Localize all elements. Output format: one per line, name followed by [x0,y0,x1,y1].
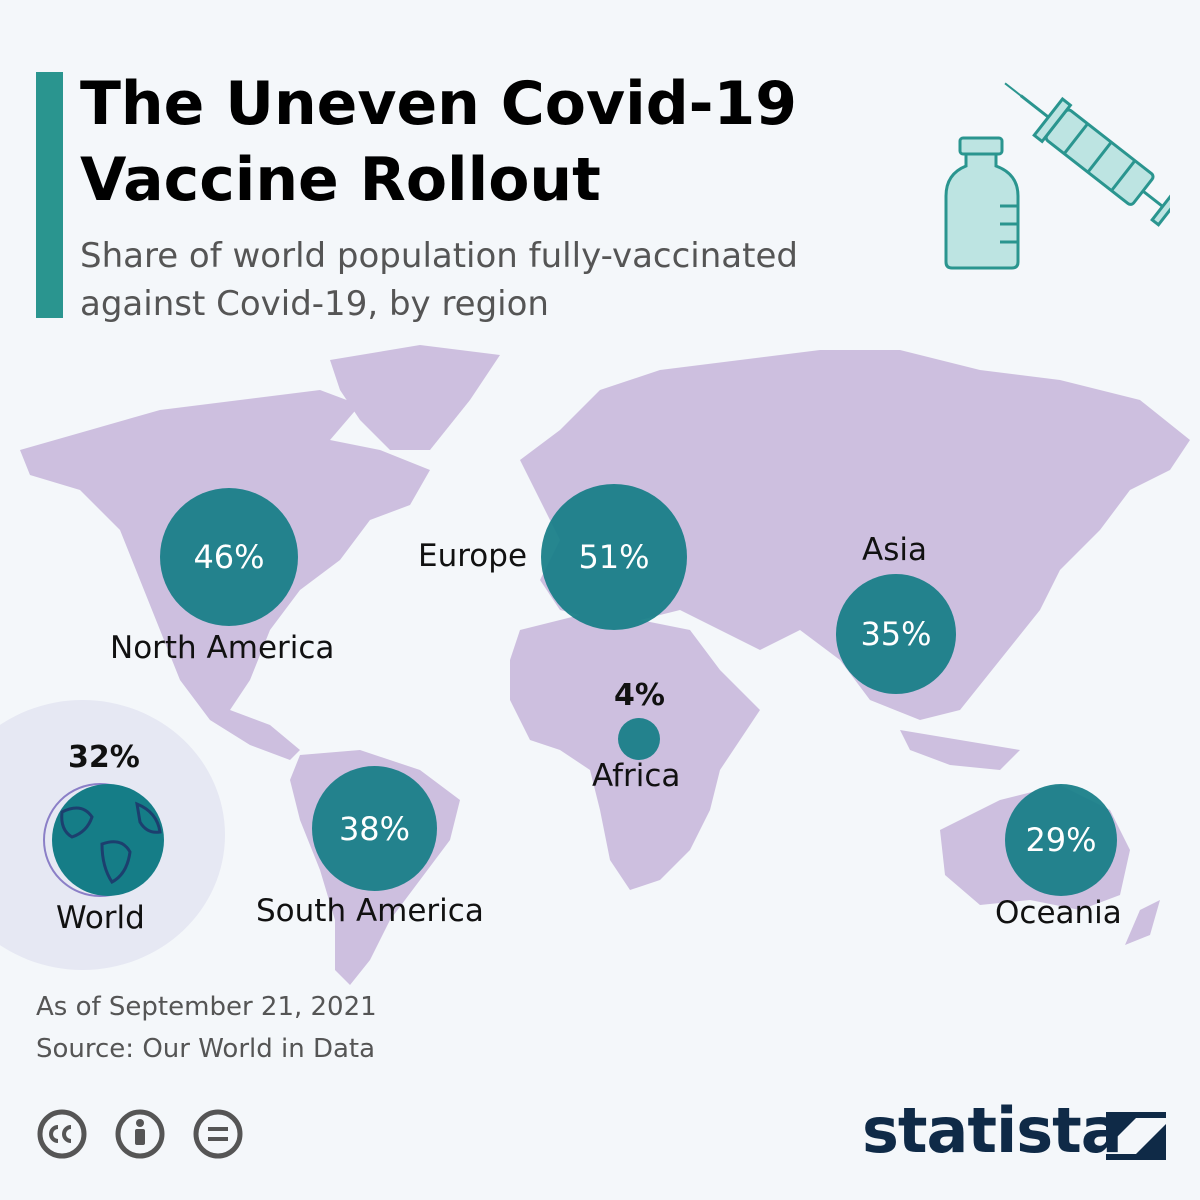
europe-label: Europe [418,538,528,574]
page-subtitle: Share of world population fully-vaccinat… [80,236,798,324]
by-icon[interactable] [115,1109,165,1159]
greenland-land [330,345,500,450]
date-note: As of September 21, 2021 [36,992,377,1022]
statista-brand[interactable]: statista [862,1094,1172,1172]
globe-icon [43,783,164,897]
vaccine-illustration [944,82,1170,270]
asia-value: 35% [860,615,932,653]
license-badges [37,1109,243,1159]
page-title: The Uneven Covid-19 Vaccine Rollout [80,69,798,215]
south-america-label: South America [256,893,484,929]
vial-icon [944,136,1020,270]
asia-label: Asia [862,532,927,568]
north-america-bubble: 46% [160,488,298,626]
oceania-bubble: 29% [1005,784,1117,896]
nd-icon[interactable] [193,1109,243,1159]
north-america-value: 46% [193,538,265,576]
oceania-label: Oceania [995,895,1122,931]
south-america-value: 38% [338,809,411,848]
new-zealand-land [1125,900,1160,945]
syringe-icon [1004,82,1170,227]
cc-icon[interactable] [37,1109,87,1159]
africa-value: 4% [614,678,665,713]
asia-bubble: 35% [836,574,956,694]
eurasia-land [520,350,1190,720]
north-america-label: North America [110,630,335,666]
oceania-value: 29% [1025,821,1097,859]
africa-label: Africa [592,758,681,794]
statista-logo-icon [1106,1112,1166,1160]
brand-wordmark: statista [862,1094,1123,1167]
europe-value: 51% [578,538,650,576]
africa-bubble [618,718,660,760]
source-note: Source: Our World in Data [36,1034,376,1064]
title-accent-bar [36,72,63,318]
southeast-asia-land [900,730,1020,770]
europe-bubble: 51% [541,484,687,630]
world-value: 32% [68,740,140,775]
world-label: World [56,900,145,936]
south-america-bubble: 38% [312,766,437,891]
